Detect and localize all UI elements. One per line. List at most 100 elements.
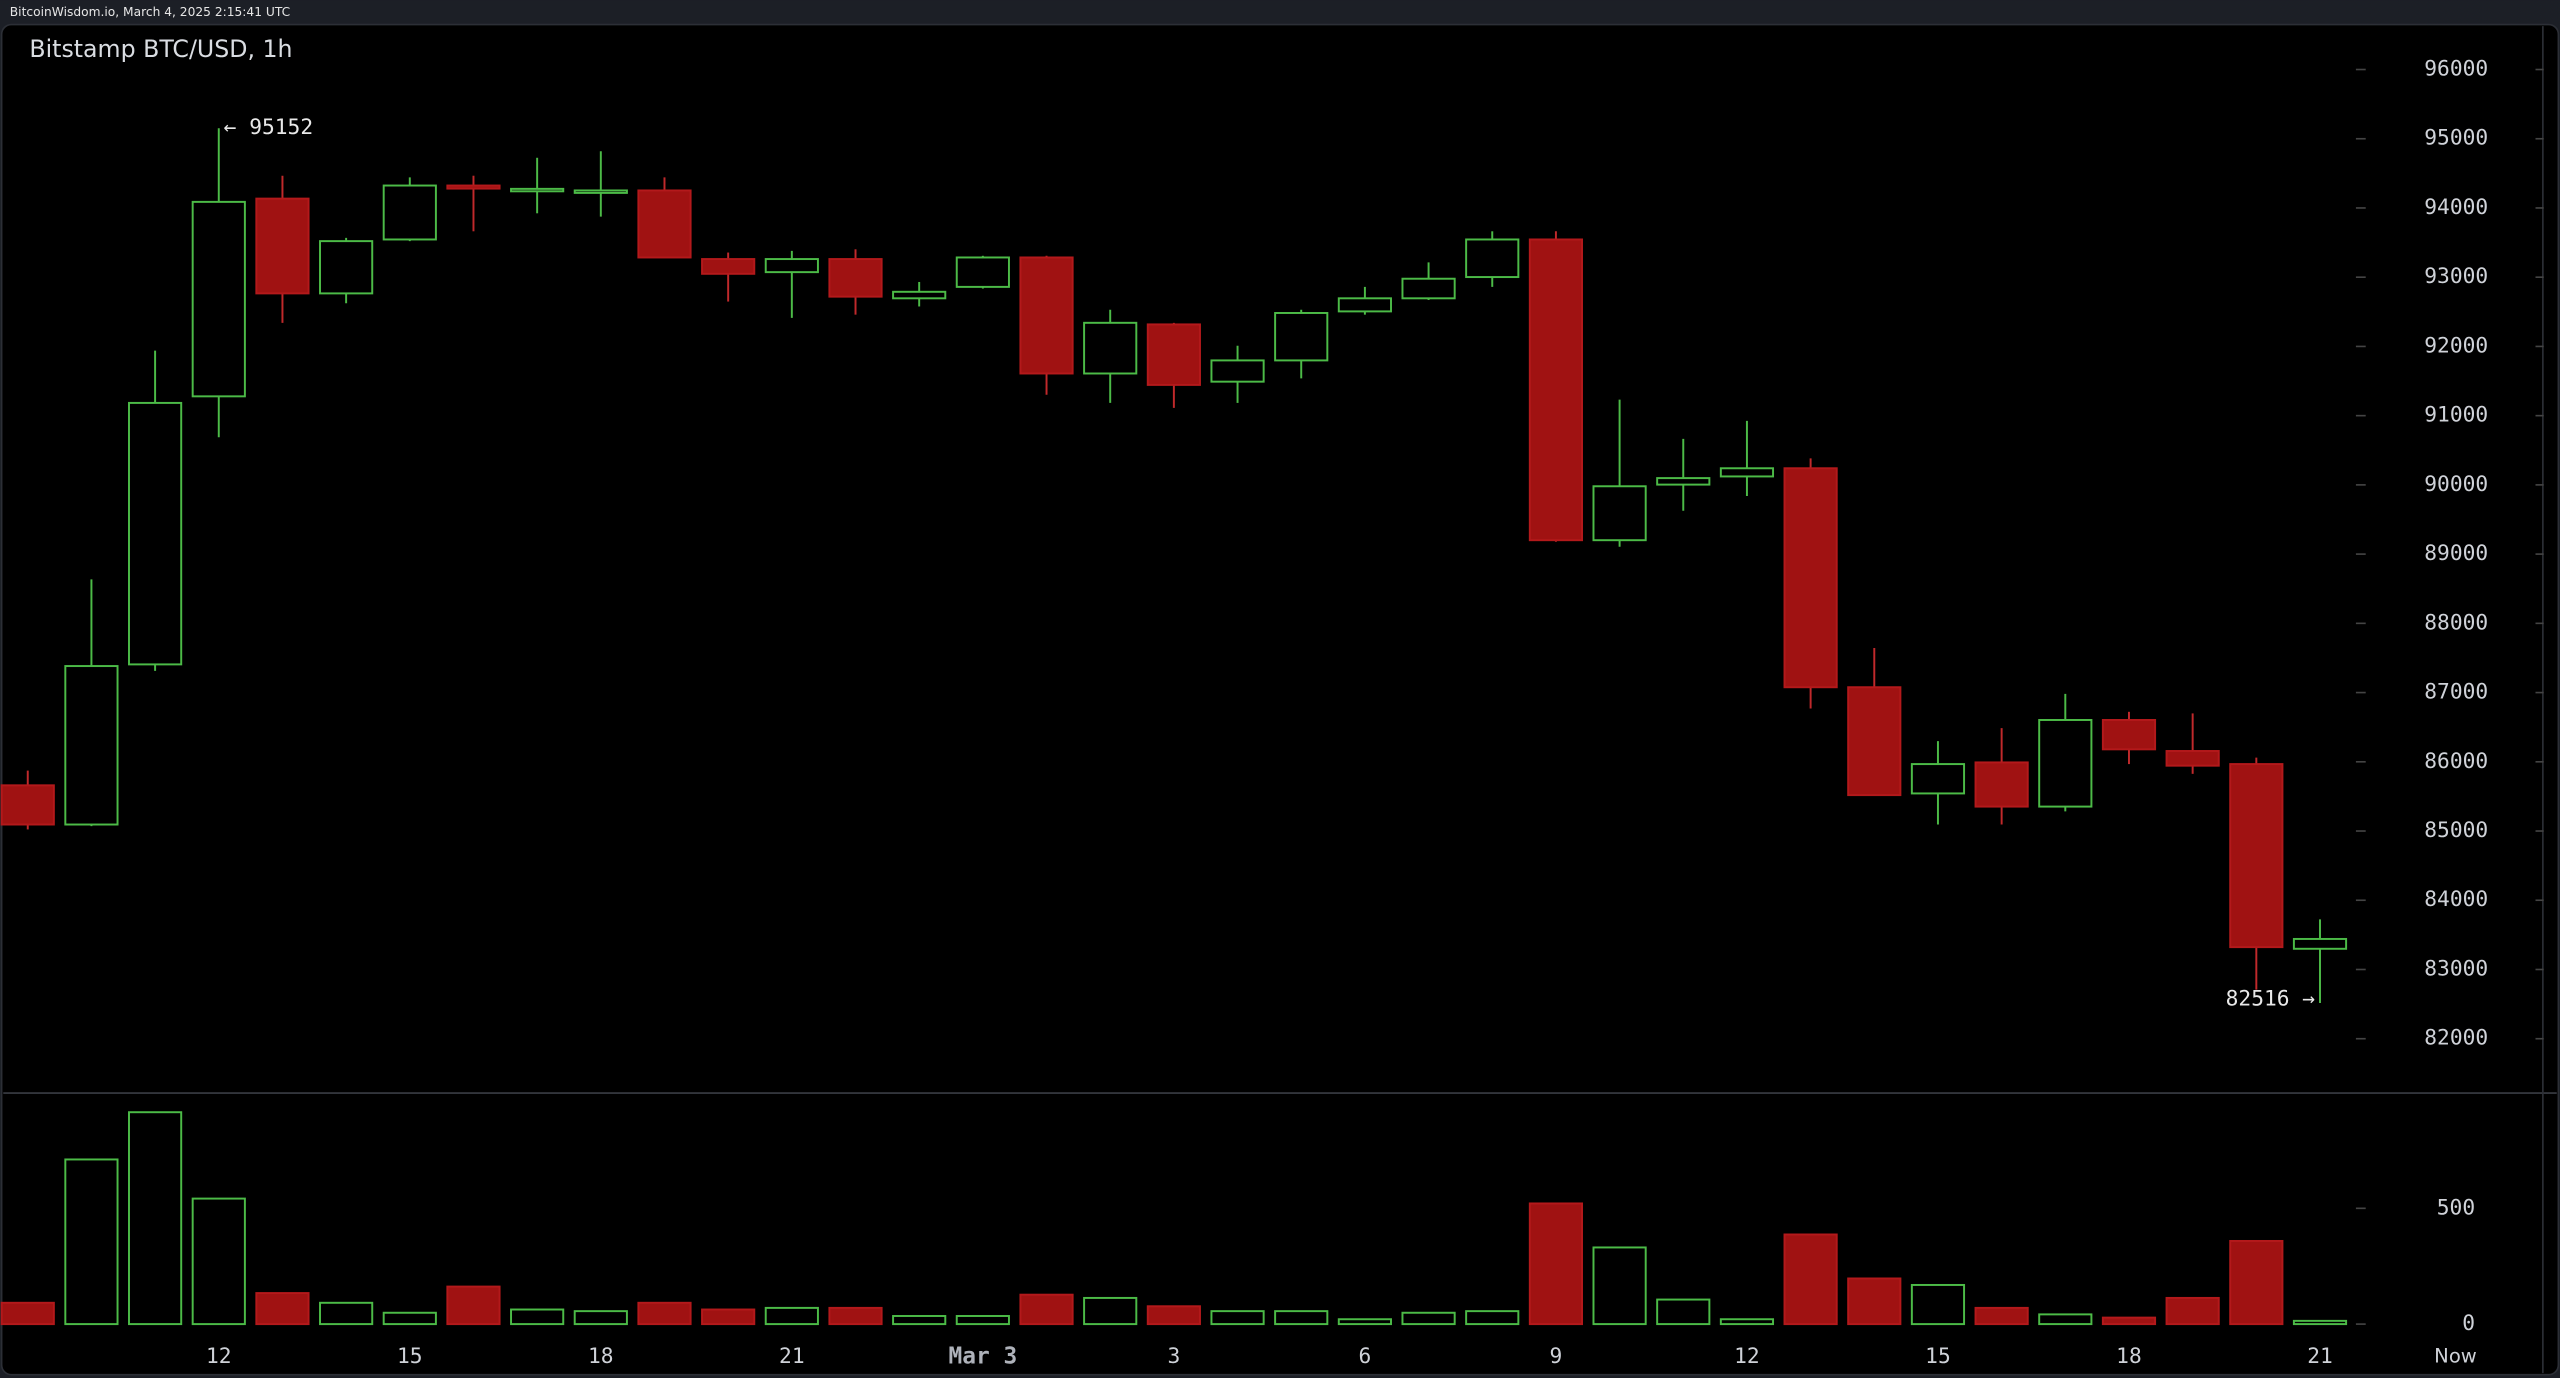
price-annotation: 82516 → [2226,987,2316,1012]
candle-body [637,189,692,259]
x-tick-label: Mar 3 [948,1343,1017,1369]
y-tick-label: 88000 [2424,610,2488,635]
volume-bar [1274,1310,1329,1326]
volume-bar [1783,1233,1838,1326]
candle-body [955,256,1010,288]
y-tick-label: 92000 [2424,333,2488,358]
candle-body [701,258,756,275]
candle-body [2101,719,2157,751]
x-tick-label: 6 [1359,1344,1372,1369]
y-tick-label: 82000 [2424,1026,2488,1051]
volume-bar [1656,1298,1711,1326]
header-text: BitcoinWisdom.io, March 4, 2025 2:15:41 … [10,5,290,19]
candle-body [1719,467,1775,478]
volume-bar [1847,1277,1902,1326]
candle-body [2038,719,2093,808]
volume-bar [382,1311,437,1326]
volume-bar [1210,1310,1265,1326]
candle-body [1401,277,1456,300]
y-tick-label: 95000 [2424,126,2488,151]
chart-panel [0,23,2560,1376]
candle-body [319,240,374,295]
y2-tick-label: 0 [2462,1311,2475,1336]
candle-body [382,184,437,241]
y-tick-label: 93000 [2424,264,2488,289]
candle-body [1019,256,1074,375]
candle-body [128,401,183,666]
volume-bar [1592,1246,1647,1326]
candle-body [573,189,628,194]
candle-body [2165,750,2220,767]
x-end-label: Now [2434,1344,2477,1367]
volume-bar [955,1315,1010,1326]
candle-body [510,187,565,193]
volume-bar [1083,1296,1138,1326]
volume-bar [1974,1306,2029,1326]
volume-bar [1337,1318,1392,1326]
price-annotation: ← 95152 [224,115,313,140]
x-tick-label: 3 [1167,1344,1180,1369]
candle-body [2229,763,2284,949]
x-tick-label: 12 [206,1344,232,1369]
volume-bar [0,1301,55,1326]
candle-body [1592,485,1647,542]
volume-bar [764,1306,819,1326]
volume-bar [1146,1305,1201,1326]
volume-bar [1401,1311,1456,1326]
x-tick-label: 15 [1925,1344,1951,1369]
candle-body [892,290,947,300]
y-tick-label: 90000 [2424,472,2488,497]
volume-bar [2038,1313,2093,1326]
volume-bar [1465,1310,1520,1326]
candle-body [1337,297,1392,313]
candle-body [446,184,501,190]
x-tick-label: 12 [1734,1344,1760,1369]
candle-body [1146,323,1201,386]
volume-bar [1719,1318,1775,1326]
volume-bar [1910,1283,1966,1326]
y-tick-label: 85000 [2424,818,2488,843]
candle-body [2292,937,2348,950]
y-tick-label: 84000 [2424,887,2488,912]
y-tick-label: 91000 [2424,403,2488,428]
volume-bar [64,1158,119,1326]
candle-body [1974,761,2029,808]
volume-bar [191,1197,246,1326]
x-tick-label: 9 [1550,1344,1563,1369]
volume-bar [510,1308,565,1326]
y2-tick-label: 500 [2437,1195,2475,1220]
volume-bar [255,1292,310,1326]
y-tick-label: 83000 [2424,956,2488,981]
volume-bar [892,1315,947,1326]
y-tick-label: 87000 [2424,680,2488,705]
volume-bar [573,1310,628,1326]
candle-body [1783,467,1838,689]
volume-bar [2292,1319,2348,1326]
candle-body [1210,359,1265,383]
x-tick-label: 21 [2307,1344,2333,1369]
volume-bar [1528,1202,1584,1326]
candle-body [828,258,883,298]
y-tick-label: 86000 [2424,749,2488,774]
candle-body [1083,321,1138,375]
x-tick-label: 21 [779,1344,805,1369]
x-tick-label: 15 [397,1344,423,1369]
y-tick-label: 96000 [2424,57,2488,82]
volume-bar [319,1301,374,1326]
volume-bar [637,1301,692,1326]
x-tick-label: 18 [2116,1344,2142,1369]
volume-bar [828,1306,883,1326]
candle-body [1465,238,1520,279]
volume-bar [2165,1296,2220,1326]
volume-bar [1019,1293,1074,1326]
y-tick-label: 89000 [2424,541,2488,566]
candle-body [764,258,819,274]
candle-body [0,784,55,826]
candle-body [1847,686,1902,797]
candle-body [1656,477,1711,486]
chart-title: Bitstamp BTC/USD, 1h [29,35,292,63]
candle-body [1528,238,1584,542]
candle-body [64,665,119,826]
